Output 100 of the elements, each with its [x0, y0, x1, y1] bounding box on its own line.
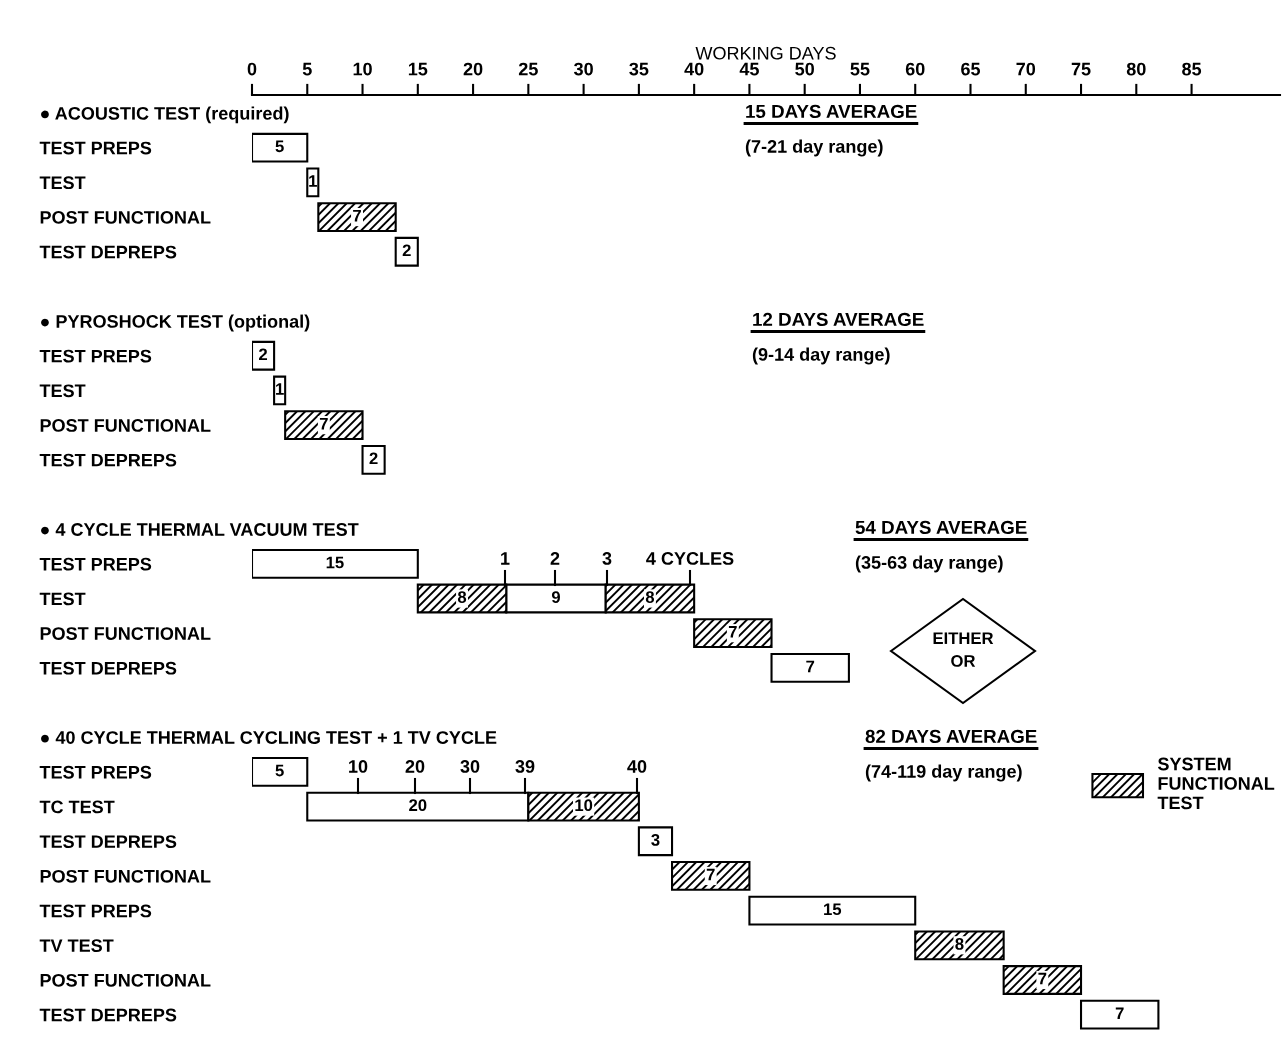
- bar: [252, 132, 309, 163]
- bar: [394, 236, 419, 267]
- x-tick-label: 25: [518, 62, 538, 76]
- data-label: 8: [645, 591, 655, 603]
- data-label: 7: [1115, 1007, 1124, 1019]
- bar: [637, 826, 674, 857]
- bar: [361, 444, 386, 475]
- x-tick-label: 10: [353, 62, 372, 76]
- data-label: 2: [402, 244, 411, 257]
- annotation: 1: [501, 552, 510, 565]
- y-tick-label: TEST DEPREPS: [39, 245, 177, 259]
- bar: [1002, 965, 1083, 995]
- data-label: 7: [806, 660, 815, 673]
- y-tick-label: TEST PREPS: [39, 349, 152, 363]
- annotation: 30: [460, 760, 480, 773]
- x-tick-label: 55: [850, 62, 870, 76]
- x-tick-label: 85: [1182, 62, 1202, 76]
- bar: [693, 618, 773, 649]
- bar: [252, 548, 419, 579]
- x-tick-label: 50: [795, 62, 814, 76]
- y-tick-label: TEST PREPS: [39, 557, 152, 571]
- annotation: 20: [405, 760, 425, 773]
- data-label: 2: [259, 348, 268, 361]
- data-label: 20: [409, 799, 427, 812]
- annotation: (35-63 day range): [855, 555, 1003, 573]
- annotation: 10: [349, 760, 368, 773]
- annotation: 2: [550, 552, 560, 565]
- data-label: 5: [275, 764, 284, 777]
- data-label: 7: [728, 626, 737, 638]
- data-label: 1: [276, 383, 284, 395]
- y-tick-label: TEST PREPS: [39, 141, 152, 155]
- y-tick-label: ● 4 CYCLE THERMAL VACUUM TEST: [41, 523, 359, 536]
- data-label: 7: [1038, 972, 1047, 985]
- annotation: 12 DAYS AVERAGE: [753, 312, 924, 327]
- x-tick-label: 40: [684, 62, 704, 76]
- x-tick-label: 75: [1071, 62, 1091, 76]
- bar: [914, 930, 1005, 961]
- bar: [306, 167, 320, 198]
- y-tick-label: ● 40 CYCLE THERMAL CYCLING TEST + 1 TV CYCLE: [41, 731, 497, 744]
- y-tick-label: TEST DEPREPS: [39, 661, 177, 675]
- y-tick-label: TEST: [39, 384, 86, 398]
- data-label: 15: [824, 903, 842, 916]
- y-tick-label: POST FUNCTIONAL: [40, 869, 211, 883]
- annotation: (74-119 day range): [865, 764, 1022, 782]
- bar: [770, 652, 850, 683]
- x-tick-label: 15: [408, 62, 428, 76]
- data-label: 2: [369, 452, 378, 465]
- x-axis-title: WORKING DAYS: [695, 46, 836, 60]
- data-label: 8: [955, 937, 964, 950]
- bar: [1079, 999, 1160, 1030]
- x-tick-label: 70: [1016, 62, 1036, 76]
- data-label: 5: [275, 140, 284, 153]
- bar: [317, 202, 397, 232]
- bar: [252, 340, 276, 371]
- annotation: EITHER OR: [933, 632, 994, 667]
- data-label: 1: [309, 175, 317, 187]
- y-tick-label: TEST DEPREPS: [39, 453, 177, 467]
- annotation: 4 CYCLES: [646, 552, 734, 565]
- annotation: (7-21 day range): [745, 139, 883, 157]
- y-tick-label: POST FUNCTIONAL: [40, 419, 211, 432]
- x-tick-label: 0: [247, 62, 257, 76]
- y-tick-label: ● PYROSHOCK TEST (optional): [41, 314, 310, 332]
- y-tick-label: TC TEST: [39, 800, 115, 814]
- x-tick-label: 20: [463, 62, 483, 76]
- x-tick-label: 35: [629, 62, 649, 76]
- annotation: 15 DAYS AVERAGE: [746, 104, 917, 119]
- y-tick-label: TEST DEPREPS: [39, 835, 177, 848]
- bar: [284, 410, 364, 441]
- x-tick-label: 65: [961, 62, 981, 76]
- bar: [252, 757, 309, 787]
- y-tick-label: TEST PREPS: [39, 765, 152, 779]
- legend-label: SYSTEM FUNCTIONAL TEST: [1157, 757, 1275, 810]
- annotation: (9-14 day range): [752, 347, 890, 365]
- x-tick-label: 30: [573, 62, 593, 76]
- data-label: 9: [551, 591, 560, 603]
- bar: [748, 895, 917, 926]
- data-label: 8: [457, 591, 467, 603]
- y-tick-label: TEST DEPREPS: [39, 1008, 177, 1022]
- y-tick-label: TEST: [39, 176, 86, 190]
- y-tick-label: POST FUNCTIONAL: [40, 973, 211, 987]
- y-tick-label: TEST: [39, 592, 86, 606]
- annotation: 82 DAYS AVERAGE: [865, 729, 1037, 744]
- data-label: 7: [706, 868, 715, 881]
- y-tick-label: TV TEST: [39, 939, 114, 953]
- data-label: 7: [319, 417, 328, 430]
- annotation: 40: [627, 760, 647, 773]
- y-tick-label: POST FUNCTIONAL: [40, 627, 211, 640]
- annotation: 39: [515, 760, 535, 773]
- x-tick-label: 60: [905, 62, 925, 76]
- data-label: 3: [651, 833, 660, 846]
- y-tick-label: POST FUNCTIONAL: [40, 211, 211, 224]
- annotation: 54 DAYS AVERAGE: [855, 520, 1027, 535]
- annotation: 3: [602, 552, 612, 565]
- data-label: 15: [326, 556, 344, 569]
- y-tick-label: TEST PREPS: [39, 904, 152, 918]
- data-label: 10: [575, 799, 593, 812]
- bar: [671, 861, 751, 891]
- x-tick-label: 80: [1126, 62, 1146, 76]
- data-label: 7: [353, 209, 361, 222]
- x-tick-label: 5: [302, 62, 312, 76]
